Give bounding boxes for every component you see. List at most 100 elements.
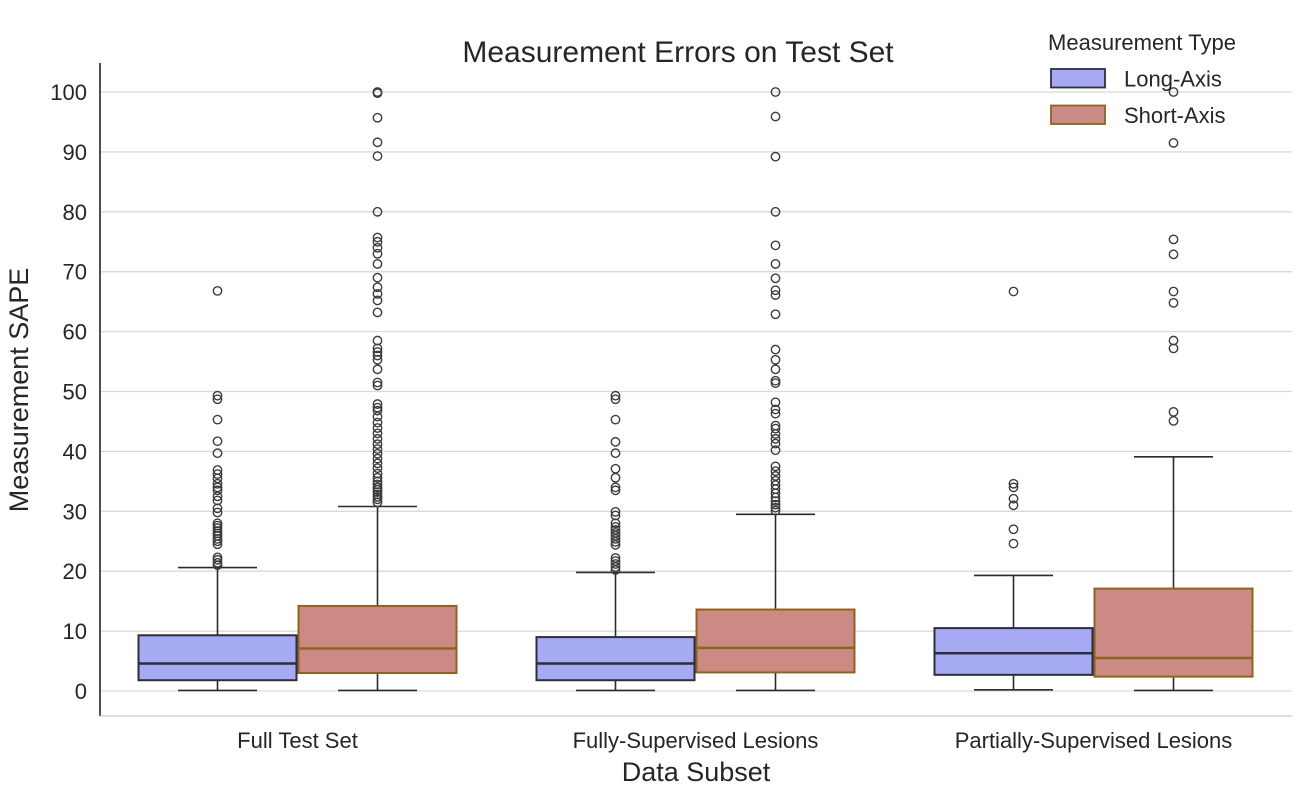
outlier-point-long-axis xyxy=(212,507,223,518)
y-tick-label: 30 xyxy=(63,499,87,524)
outlier-point-short-axis xyxy=(770,461,781,472)
outlier-point-short-axis xyxy=(372,433,383,444)
outlier-point-short-axis xyxy=(372,444,383,454)
outlier-point-short-axis xyxy=(770,438,781,449)
outlier-point-short-axis xyxy=(372,458,383,469)
outlier-point-short-axis xyxy=(770,151,781,162)
chart-title: Measurement Errors on Test Set xyxy=(462,36,894,69)
outlier-point-short-axis xyxy=(1168,234,1179,245)
outlier-point-long-axis xyxy=(610,463,621,474)
outlier-point-long-axis xyxy=(212,285,223,296)
outlier-point-long-axis xyxy=(212,552,223,563)
outlier-point-short-axis xyxy=(372,288,383,299)
outlier-point-short-axis xyxy=(770,423,781,434)
outlier-point-long-axis xyxy=(1008,538,1019,549)
outlier-point-short-axis xyxy=(1168,87,1179,97)
outlier-point-short-axis xyxy=(770,433,781,444)
outlier-point-long-axis xyxy=(212,478,223,489)
outlier-point-long-axis xyxy=(610,414,621,425)
y-tick-label: 50 xyxy=(63,380,87,405)
outlier-point-short-axis xyxy=(770,502,781,513)
outlier-point-short-axis xyxy=(1168,249,1179,260)
outlier-point-short-axis xyxy=(372,417,383,428)
box-long-axis xyxy=(535,636,696,682)
y-tick-label: 80 xyxy=(63,200,87,225)
outlier-point-long-axis xyxy=(610,485,621,496)
outlier-point-short-axis xyxy=(372,350,383,361)
y-tick-label: 100 xyxy=(50,80,87,105)
outlier-point-short-axis xyxy=(372,423,383,433)
outlier-point-long-axis xyxy=(610,394,621,405)
y-tick-label: 0 xyxy=(75,679,87,704)
outlier-point-short-axis xyxy=(770,499,781,510)
outlier-point-long-axis xyxy=(610,506,621,517)
outlier-point-short-axis xyxy=(372,206,383,217)
outlier-point-long-axis xyxy=(212,495,223,506)
box-long-axis xyxy=(137,634,298,682)
outlier-point-short-axis xyxy=(372,232,383,243)
outlier-point-short-axis xyxy=(770,354,781,365)
outlier-point-short-axis xyxy=(372,472,383,483)
outlier-point-short-axis xyxy=(372,347,383,357)
outlier-point-long-axis xyxy=(212,448,223,459)
outlier-point-long-axis xyxy=(212,469,223,480)
outlier-point-short-axis xyxy=(770,397,781,408)
outlier-point-long-axis xyxy=(610,521,621,532)
outlier-point-short-axis xyxy=(372,151,383,161)
outlier-point-short-axis xyxy=(770,206,781,217)
outlier-point-short-axis xyxy=(1168,138,1179,148)
outlier-point-short-axis xyxy=(770,404,781,415)
outlier-point-short-axis xyxy=(372,259,383,269)
outlier-point-short-axis xyxy=(770,420,781,431)
y-tick-label: 20 xyxy=(63,559,87,584)
outlier-point-long-axis xyxy=(212,557,223,568)
outlier-point-long-axis xyxy=(610,556,621,566)
outlier-point-short-axis xyxy=(770,87,781,97)
outlier-point-long-axis xyxy=(610,510,621,521)
outlier-point-short-axis xyxy=(372,479,383,490)
outlier-point-short-axis xyxy=(770,408,781,419)
outlier-point-short-axis xyxy=(770,111,781,122)
plot-area: 0 10 20 30 40 50 60 70 80 90 100 Full Test Set Fully… xyxy=(50,63,1292,753)
legend-label-long-axis: Long-Axis xyxy=(1124,67,1222,92)
box-short-axis xyxy=(695,608,856,674)
outlier-point-long-axis xyxy=(610,482,621,493)
outlier-point-short-axis xyxy=(372,428,383,439)
outlier-point-short-axis xyxy=(372,482,383,493)
outlier-point-short-axis xyxy=(770,445,781,456)
outlier-point-short-axis xyxy=(372,405,383,416)
outlier-point-long-axis xyxy=(610,436,621,447)
outlier-point-short-axis xyxy=(372,87,383,97)
outlier-point-short-axis xyxy=(770,259,781,269)
outlier-point-short-axis xyxy=(770,285,781,296)
outlier-point-long-axis xyxy=(212,414,223,425)
legend-label-short-axis: Short-Axis xyxy=(1124,103,1225,128)
outlier-point-short-axis xyxy=(1168,406,1179,417)
outlier-point-long-axis xyxy=(610,553,621,563)
outlier-point-short-axis xyxy=(372,282,383,293)
x-tick-label: Full Test Set xyxy=(237,728,358,753)
x-tick-label: Fully-Supervised Lesions xyxy=(573,728,819,753)
outlier-point-long-axis xyxy=(212,465,223,475)
outlier-point-long-axis xyxy=(610,390,621,401)
x-axis-label: Data Subset xyxy=(622,757,771,787)
outlier-point-short-axis xyxy=(372,112,383,123)
outlier-point-short-axis xyxy=(770,240,781,251)
x-tick-label: Partially-Supervised Lesions xyxy=(955,728,1233,753)
outlier-point-short-axis xyxy=(770,290,781,300)
outlier-point-short-axis xyxy=(372,307,383,318)
legend: Measurement Type Long-Axis Short-Axis xyxy=(1048,30,1236,128)
outlier-point-short-axis xyxy=(372,295,383,306)
outlier-point-short-axis xyxy=(372,272,383,283)
outlier-point-long-axis xyxy=(212,436,223,447)
outlier-point-short-axis xyxy=(770,466,781,477)
outlier-point-long-axis xyxy=(212,390,223,401)
outlier-point-short-axis xyxy=(372,248,383,259)
outlier-point-long-axis xyxy=(1008,478,1019,489)
outlier-point-long-axis xyxy=(1008,500,1019,511)
outlier-point-long-axis xyxy=(610,524,621,535)
outlier-point-short-axis xyxy=(770,273,781,284)
outlier-point-short-axis xyxy=(372,335,383,346)
